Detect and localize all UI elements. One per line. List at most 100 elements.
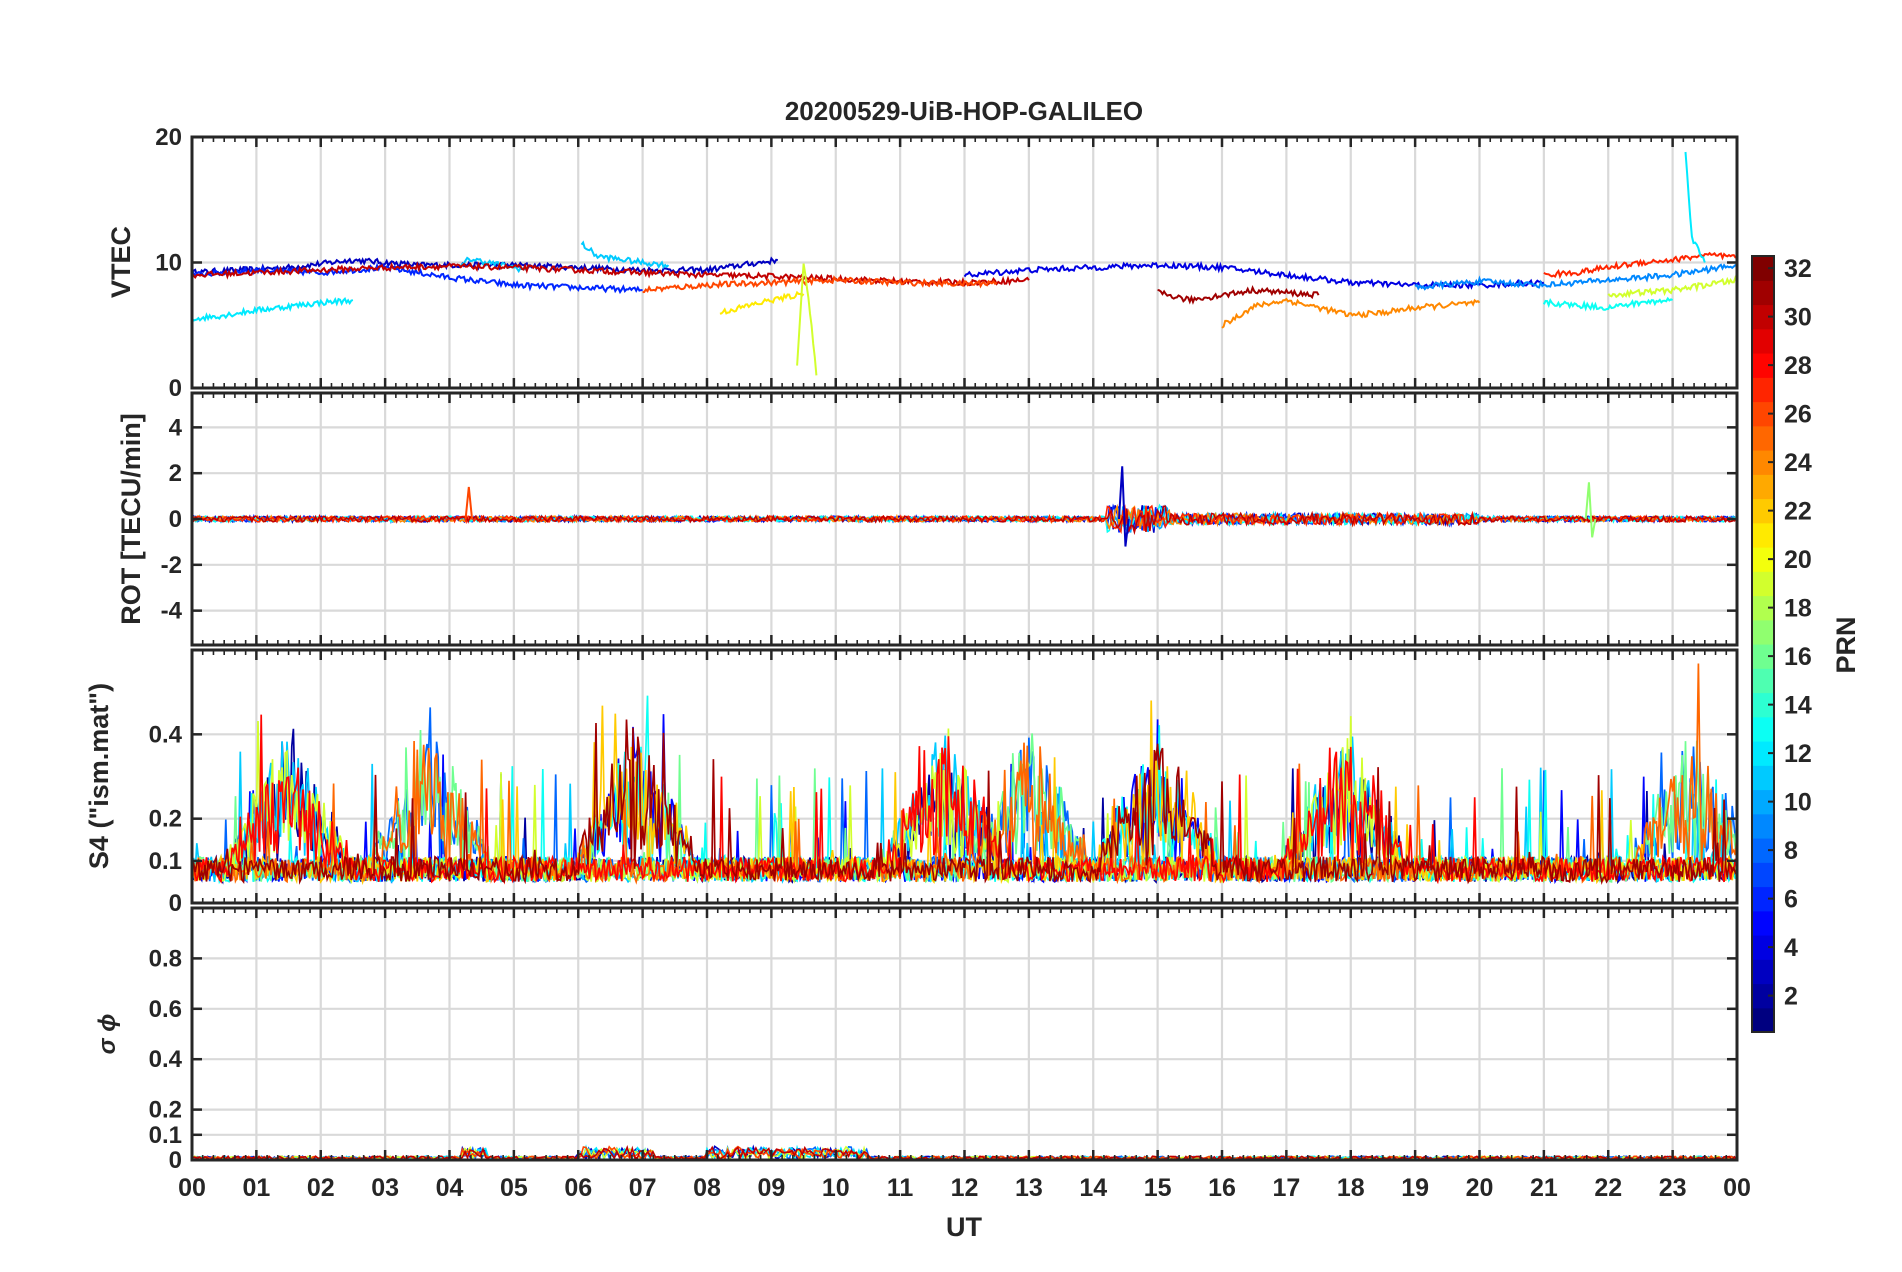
colorbar-tick-label: 28 xyxy=(1784,352,1812,380)
y-tick-label: -4 xyxy=(161,598,183,625)
s4-series-prn-31 xyxy=(192,719,1737,886)
colorbar-segment xyxy=(1752,353,1774,378)
colorbar-segment xyxy=(1752,474,1774,500)
colorbar-tick-label: 18 xyxy=(1784,595,1812,623)
colorbar-segment xyxy=(1752,619,1774,645)
colorbar-segment xyxy=(1752,765,1774,791)
vtec-series-group xyxy=(192,151,1737,376)
colorbar-segment xyxy=(1752,983,1774,1009)
colorbar-segment xyxy=(1752,280,1774,306)
x-tick-label: 15 xyxy=(1144,1174,1172,1202)
rot-y-axis-label: ROT [TECU/min] xyxy=(116,413,146,624)
colorbar-segment xyxy=(1752,862,1774,888)
x-tick-label: 00 xyxy=(178,1174,206,1202)
colorbar-segment xyxy=(1752,425,1774,451)
colorbar-segment xyxy=(1752,522,1774,548)
y-tick-label: 0.2 xyxy=(149,1097,182,1124)
sigma_phi-y-axis-label: σ ϕ xyxy=(94,1014,121,1055)
vtec-series-prn-12 xyxy=(1684,151,1706,263)
y-tick-label: 0.8 xyxy=(149,945,182,972)
x-tick-label: 03 xyxy=(371,1174,399,1202)
y-tick-label: 10 xyxy=(155,250,182,277)
x-tick-labels: 00 01 02 03 04 05 06 07 08 09 10 11 12 13 14 15 16 17 18 19… xyxy=(178,1174,1751,1202)
rot-spike xyxy=(1584,482,1597,538)
rot-spike xyxy=(464,486,474,520)
y-tick-label: 20 xyxy=(155,124,182,151)
colorbar-tick-label: 12 xyxy=(1784,740,1812,768)
x-tick-label: 07 xyxy=(629,1174,657,1202)
colorbar-tick-label: 20 xyxy=(1784,546,1812,574)
colorbar-segment xyxy=(1752,498,1774,524)
colorbar-segment xyxy=(1752,595,1774,621)
y-tick-label: 4 xyxy=(169,414,183,441)
colorbar-tick-label: 24 xyxy=(1784,449,1812,477)
rot-burst xyxy=(1118,466,1130,547)
s4-series-prn-28 xyxy=(192,714,1737,885)
x-tick-label: 23 xyxy=(1659,1174,1687,1202)
x-tick-label: 11 xyxy=(887,1174,914,1202)
colorbar-segment xyxy=(1752,886,1774,912)
x-tick-label: 16 xyxy=(1208,1174,1236,1202)
colorbar-segment xyxy=(1752,328,1774,354)
colorbar-frame xyxy=(1751,255,1775,1033)
colorbar-segment xyxy=(1752,1007,1774,1033)
y-tick-label: -2 xyxy=(161,552,182,579)
colorbar-segment xyxy=(1752,741,1774,766)
x-axis-label: UT xyxy=(946,1212,982,1242)
x-tick-label: 13 xyxy=(1015,1174,1043,1202)
x-tick-label: 06 xyxy=(564,1174,592,1202)
colorbar-tick-label: 8 xyxy=(1784,837,1798,865)
colorbar-segment xyxy=(1752,571,1774,597)
s4-series-prn-16 xyxy=(192,729,1737,884)
x-tick-label: 12 xyxy=(951,1174,979,1202)
colorbar-segment xyxy=(1752,668,1774,694)
x-tick-label: 20 xyxy=(1466,1174,1494,1202)
vtec-series-prn-9 xyxy=(1414,263,1737,291)
x-tick-label: 14 xyxy=(1079,1174,1107,1202)
colorbar-segment xyxy=(1752,256,1774,281)
sigma_phi-panel: 00.10.2 0.4 0.6 0.8 σ ϕ xyxy=(94,906,1739,1174)
y-tick-label: 0.1 xyxy=(149,1122,182,1149)
vtec-series-prn-27 xyxy=(1543,251,1737,280)
vtec-series-prn-11 xyxy=(459,256,528,274)
x-tick-label: 18 xyxy=(1337,1174,1365,1202)
x-tick-label: 01 xyxy=(242,1174,270,1202)
y-tick-label: 0 xyxy=(169,375,182,402)
x-tick-label: 17 xyxy=(1272,1174,1300,1202)
vtec-series-prn-26 xyxy=(642,275,998,294)
colorbar-segment xyxy=(1752,910,1774,936)
vtec-series-prn-30 xyxy=(192,261,1030,287)
x-tick-label: 10 xyxy=(822,1174,850,1202)
x-tick-label: 04 xyxy=(436,1174,464,1202)
y-tick-label: 0.6 xyxy=(149,996,182,1023)
x-tick-label: 05 xyxy=(500,1174,528,1202)
colorbar-segment xyxy=(1752,450,1774,475)
colorbar-segment xyxy=(1752,401,1774,427)
rot-panel: -4 -2 0 2 4 ROT [TECU/min] xyxy=(116,391,1739,647)
s4-y-axis-label: S4 ("ism.mat") xyxy=(84,683,114,869)
colorbar-tick-label: 10 xyxy=(1784,789,1812,817)
x-tick-label: 00 xyxy=(1723,1174,1751,1202)
x-tick-label: 22 xyxy=(1594,1174,1622,1202)
y-tick-label: 0.4 xyxy=(149,1046,183,1073)
colorbar-segment xyxy=(1752,304,1774,330)
x-tick-label: 19 xyxy=(1401,1174,1429,1202)
vtec-series-prn-11 xyxy=(580,240,670,270)
colorbar-segment xyxy=(1752,547,1774,572)
colorbar-segment xyxy=(1752,789,1774,815)
y-tick-label: 2 xyxy=(169,460,182,487)
colorbar-tick-label: 22 xyxy=(1784,498,1812,526)
y-tick-label: 0 xyxy=(169,506,182,533)
s4-series-group xyxy=(192,663,1737,886)
colorbar-segment xyxy=(1752,838,1774,863)
colorbar-tick-label: 2 xyxy=(1784,983,1798,1011)
rot-series-group xyxy=(192,466,1736,547)
colorbar-tick-label: 30 xyxy=(1784,304,1812,332)
vtec-series-prn-21 xyxy=(719,290,805,315)
colorbar-label: PRN xyxy=(1831,616,1861,673)
vtec-series-prn-31 xyxy=(1157,284,1320,305)
s4-panel: 0 0.1 0.2 0.4 S4 ("ism.mat") xyxy=(84,648,1739,917)
y-tick-label: 0.1 xyxy=(149,848,182,875)
